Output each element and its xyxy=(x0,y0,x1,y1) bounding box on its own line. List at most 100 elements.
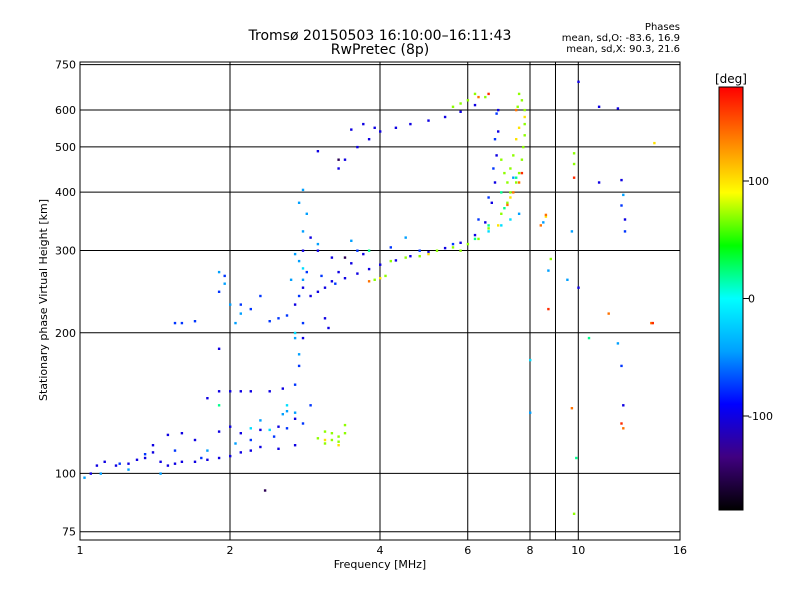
data-point xyxy=(367,249,371,252)
data-point xyxy=(193,438,197,442)
data-point xyxy=(249,427,252,430)
data-point xyxy=(343,432,347,435)
data-points xyxy=(83,80,656,515)
data-point xyxy=(529,411,532,414)
data-point xyxy=(337,440,340,443)
data-point xyxy=(620,422,623,425)
data-point xyxy=(323,430,327,433)
data-point xyxy=(239,390,242,393)
x-tick-label: 6 xyxy=(464,544,471,557)
data-point xyxy=(418,249,421,252)
data-point xyxy=(477,237,480,241)
data-point xyxy=(515,181,518,184)
data-point xyxy=(316,437,320,440)
data-point xyxy=(217,404,221,407)
data-point xyxy=(616,342,620,345)
y-tick-label: 500 xyxy=(55,141,76,154)
data-point xyxy=(103,460,106,463)
data-point xyxy=(301,249,305,252)
data-point xyxy=(127,468,130,471)
data-point xyxy=(367,267,371,271)
data-point xyxy=(285,314,289,317)
data-point xyxy=(549,257,552,261)
colorbar-ticks: 100 0 -100 xyxy=(743,175,773,423)
data-point xyxy=(516,105,519,108)
data-point xyxy=(309,404,312,407)
data-point xyxy=(466,99,470,102)
x-tick-label: 1 xyxy=(77,544,84,557)
data-point xyxy=(151,444,155,447)
data-point xyxy=(223,282,226,285)
data-point xyxy=(427,250,430,254)
data-point xyxy=(293,303,297,306)
data-point xyxy=(263,489,267,492)
data-point xyxy=(572,152,576,155)
y-tick-label: 100 xyxy=(55,467,76,480)
data-point xyxy=(320,274,323,278)
data-point xyxy=(297,353,301,356)
grid-lines xyxy=(80,62,680,540)
data-point xyxy=(523,115,526,119)
data-point xyxy=(597,105,601,108)
data-point xyxy=(650,321,653,325)
data-point xyxy=(544,215,548,218)
data-point xyxy=(500,224,503,227)
data-point xyxy=(343,256,347,259)
x-tick-label: 16 xyxy=(673,544,687,557)
data-point xyxy=(229,390,232,393)
data-point xyxy=(404,256,407,259)
data-point xyxy=(566,278,569,281)
data-point xyxy=(330,256,334,259)
data-point xyxy=(289,278,293,281)
data-point xyxy=(503,207,506,210)
data-point xyxy=(143,456,147,460)
data-point xyxy=(323,438,327,442)
y-axis-label: Stationary phase Virtual Height [km] xyxy=(37,199,50,401)
data-point xyxy=(451,242,455,246)
data-point xyxy=(356,272,359,275)
data-point xyxy=(293,336,297,340)
data-point xyxy=(166,464,170,467)
data-point xyxy=(509,218,512,221)
data-point xyxy=(512,191,515,194)
y-tick-label: 400 xyxy=(55,186,76,199)
data-point xyxy=(512,154,515,157)
data-point xyxy=(268,428,271,432)
data-point xyxy=(239,312,242,315)
data-point xyxy=(547,269,550,272)
data-point xyxy=(451,246,455,249)
data-point xyxy=(515,176,518,179)
data-point xyxy=(572,162,576,166)
phase-stats-heading: Phases xyxy=(644,22,680,33)
plot-frame xyxy=(79,61,681,541)
data-point xyxy=(343,423,347,427)
data-point xyxy=(622,427,625,430)
y-ticks: 75 100 200 300 400 500 600 750 xyxy=(55,59,76,539)
data-point xyxy=(515,108,518,112)
data-point xyxy=(477,95,480,99)
data-point xyxy=(487,224,490,227)
data-point xyxy=(523,122,526,126)
data-point xyxy=(285,410,289,413)
data-point xyxy=(297,294,301,298)
data-point xyxy=(418,255,421,258)
data-point xyxy=(484,95,487,99)
data-point xyxy=(118,462,121,465)
data-point xyxy=(297,201,301,204)
data-point xyxy=(239,432,242,435)
data-point xyxy=(268,320,271,323)
data-point xyxy=(577,80,580,83)
chart-subtitle: RwPretec (8p) xyxy=(330,42,430,58)
data-point xyxy=(404,236,407,239)
data-point xyxy=(506,203,509,207)
data-point xyxy=(394,126,398,129)
data-point xyxy=(259,428,262,432)
data-point xyxy=(622,193,625,197)
data-point xyxy=(309,236,312,239)
data-point xyxy=(509,191,512,194)
data-point xyxy=(497,224,500,227)
chart-title: Tromsø 20150503 16:10:00–16:11:43 xyxy=(248,28,512,44)
data-point xyxy=(459,249,462,252)
data-point xyxy=(493,181,497,184)
data-point xyxy=(443,246,447,250)
